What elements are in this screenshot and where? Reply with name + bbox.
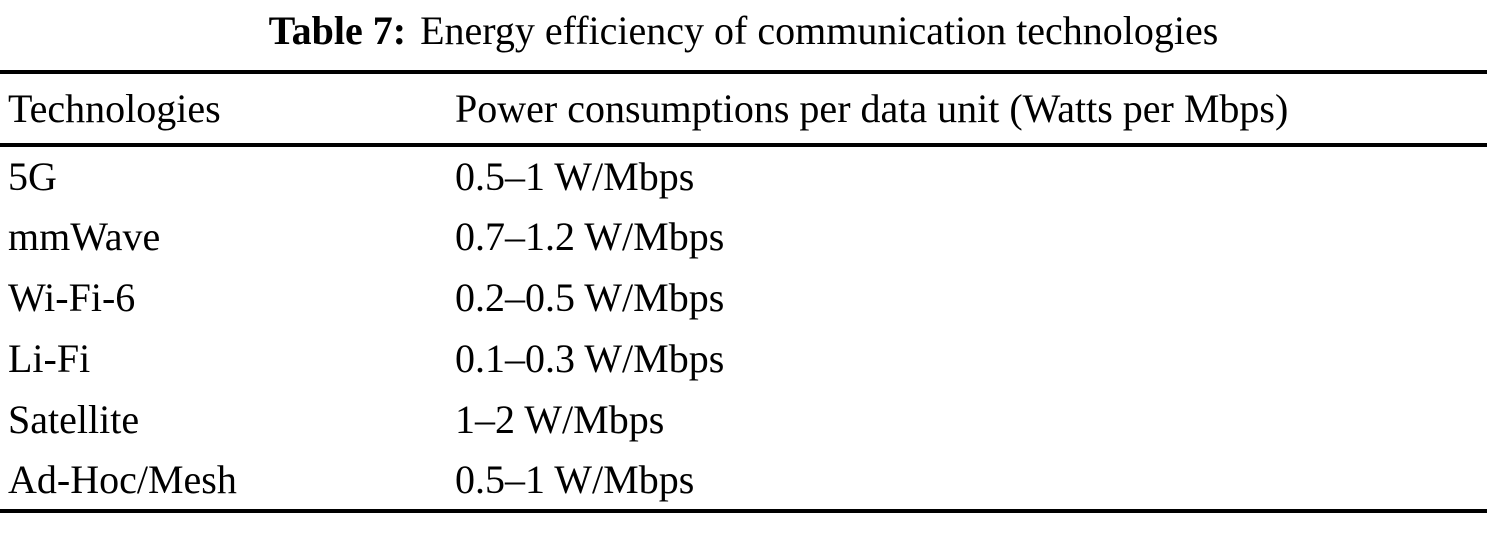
column-header-technologies: Technologies bbox=[0, 72, 455, 147]
technology-cell: 5G bbox=[8, 154, 57, 199]
table-row: Ad-Hoc/Mesh 0.5–1 W/Mbps bbox=[0, 450, 1487, 511]
power-cell: 1–2 W/Mbps bbox=[455, 397, 665, 442]
power-cell: 0.5–1 W/Mbps bbox=[455, 154, 695, 199]
table-caption: Table 7: Energy efficiency of communicati… bbox=[0, 0, 1487, 70]
technology-cell: Wi-Fi-6 bbox=[8, 275, 136, 320]
technology-cell: Ad-Hoc/Mesh bbox=[8, 457, 237, 502]
energy-efficiency-table: Technologies Power consumptions per data… bbox=[0, 70, 1487, 513]
column-header-power: Power consumptions per data unit (Watts … bbox=[455, 72, 1487, 147]
power-cell: 0.2–0.5 W/Mbps bbox=[455, 275, 725, 320]
table-body: 5G 0.5–1 W/Mbps mmWave 0.7–1.2 W/Mbps Wi-Fi-… bbox=[0, 145, 1487, 511]
technology-cell: mmWave bbox=[8, 214, 161, 259]
technology-cell: Li-Fi bbox=[8, 336, 91, 381]
table-caption-text: Energy efficiency of communication techn… bbox=[420, 8, 1219, 53]
table-row: 5G 0.5–1 W/Mbps bbox=[0, 145, 1487, 206]
table-row: Li-Fi 0.1–0.3 W/Mbps bbox=[0, 328, 1487, 389]
power-cell: 0.7–1.2 W/Mbps bbox=[455, 214, 725, 259]
table-header: Technologies Power consumptions per data… bbox=[0, 72, 1487, 147]
technology-cell: Satellite bbox=[8, 397, 140, 442]
table-caption-label: Table 7: bbox=[268, 8, 407, 53]
header-row: Technologies Power consumptions per data… bbox=[0, 72, 1487, 147]
table-row: mmWave 0.7–1.2 W/Mbps bbox=[0, 206, 1487, 267]
table-row: Satellite 1–2 W/Mbps bbox=[0, 389, 1487, 450]
power-cell: 0.5–1 W/Mbps bbox=[455, 457, 695, 502]
power-cell: 0.1–0.3 W/Mbps bbox=[455, 336, 725, 381]
table-row: Wi-Fi-6 0.2–0.5 W/Mbps bbox=[0, 267, 1487, 328]
